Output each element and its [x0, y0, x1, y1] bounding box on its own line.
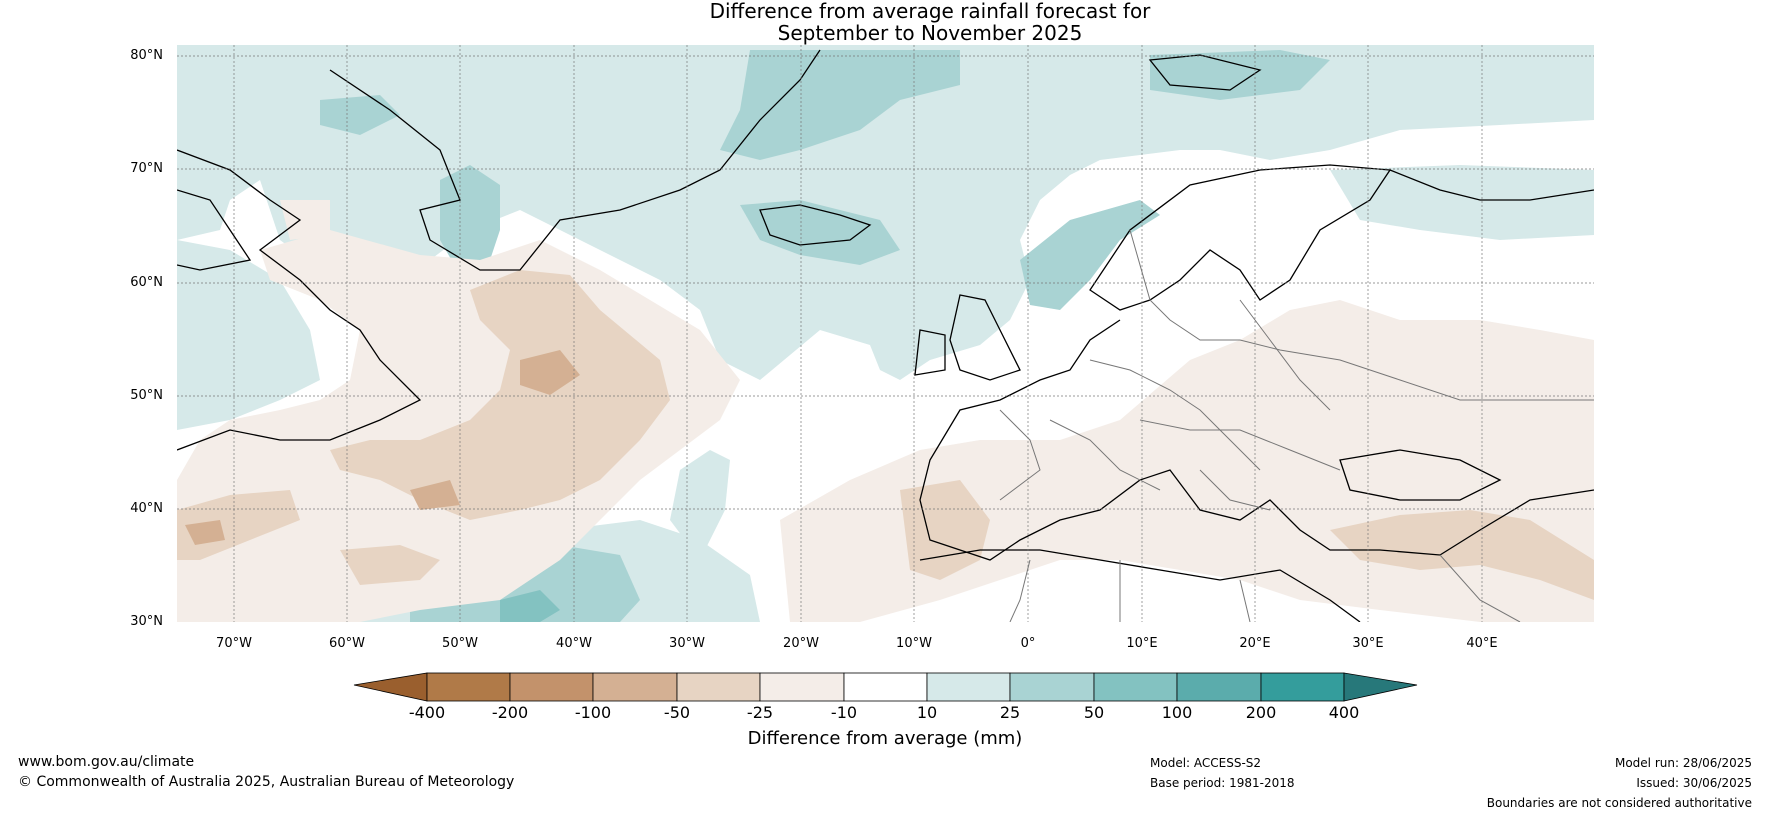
wet-area-east-europe-north: [1330, 165, 1594, 240]
coastlines: [177, 49, 1594, 622]
dry-area-atlantic-south-core: [410, 480, 460, 510]
lon-label-40w: 40°W: [556, 636, 592, 651]
graticule: [177, 45, 1594, 622]
colorbar-title: Difference from average (mm): [747, 728, 1023, 749]
colorbar-tick-8: 25: [999, 703, 1021, 722]
colorbar-bin-5: [759, 672, 845, 702]
lat-label-60n: 60°N: [130, 275, 163, 290]
footer-model-run: Model run: 28/06/2025: [1614, 756, 1752, 770]
colorbar-tick-1: -400: [408, 703, 446, 722]
colorbar-bin-8: [1009, 672, 1095, 702]
greenland-coast: [329, 49, 821, 271]
lon-label-30e: 30°E: [1352, 636, 1384, 651]
europe-coast: [919, 319, 1594, 561]
colorbar-tick-4: -50: [663, 703, 691, 722]
footer-issued: Issued: 30/06/2025: [1636, 776, 1752, 790]
colorbar-tick-11: 200: [1245, 703, 1277, 722]
wet-area-iceland: [740, 200, 900, 265]
dry-area-atlantic-core: [520, 350, 580, 395]
colorbar-tick-12: 400: [1328, 703, 1360, 722]
lon-label-70w: 70°W: [216, 636, 252, 651]
wet-area-azores: [670, 450, 730, 560]
colorbar-extend-low: [353, 672, 428, 702]
wet-area-subtropical-darkest: [500, 590, 560, 622]
lon-label-50w: 50°W: [442, 636, 478, 651]
wet-area-greenland-west: [440, 165, 500, 275]
lon-label-30w: 30°W: [669, 636, 705, 651]
dry-area-turkey: [1330, 510, 1594, 600]
colorbar-bin-1: [426, 672, 511, 702]
wet-area-baffin: [320, 95, 400, 135]
north-africa-coast: [919, 549, 1361, 622]
map-title-line1: Difference from average rainfall forecas…: [709, 0, 1151, 23]
lon-label-20e: 20°E: [1239, 636, 1271, 651]
iceland-coast: [759, 204, 872, 246]
lon-label-10e: 10°E: [1126, 636, 1158, 651]
lon-label-20w: 20°W: [783, 636, 819, 651]
dry-area-atlantic-sw: [340, 545, 440, 585]
wet-area-norway-coast: [1020, 200, 1160, 310]
colorbar-bin-9: [1093, 672, 1178, 702]
rainfall-anomaly-fields: [177, 45, 1594, 622]
colorbar-tick-9: 50: [1083, 703, 1105, 722]
canada-coast: [177, 149, 422, 451]
scandinavia-coast: [1089, 164, 1392, 311]
footer-disclaimer: Boundaries are not considered authoritat…: [1486, 796, 1752, 810]
lat-label-50n: 50°N: [130, 388, 163, 403]
lon-label-40e: 40°E: [1466, 636, 1498, 651]
russia-north-coast: [1389, 169, 1594, 201]
dry-area-iberia: [900, 480, 990, 580]
colorbar-bin-7: [926, 672, 1011, 702]
colorbar-extend-high: [1343, 672, 1418, 702]
lon-label-60w: 60°W: [329, 636, 365, 651]
british-isles-coast: [949, 294, 1021, 381]
wet-area-north-atlantic: [177, 45, 1594, 380]
lon-label-10w: 10°W: [896, 636, 932, 651]
country-borders: [999, 229, 1594, 622]
lon-label-0: 0°: [1020, 636, 1036, 651]
colorbar-tick-2: -200: [491, 703, 529, 722]
wet-area-greenland-sea: [720, 50, 960, 160]
colorbar-bin-11: [1260, 672, 1345, 702]
dry-area-sw-core: [185, 520, 225, 545]
colorbar-bin-3: [592, 672, 678, 702]
lat-label-30n: 30°N: [130, 614, 163, 629]
dry-area-labrador-sea: [280, 200, 330, 240]
colorbar-tick-7: 10: [916, 703, 938, 722]
footer-url[interactable]: www.bom.gov.au/climate: [18, 754, 195, 770]
colorbar-bin-10: [1176, 672, 1262, 702]
footer-base-period: Base period: 1981-2018: [1150, 776, 1295, 790]
ireland-coast: [914, 329, 946, 376]
map-title-line2: September to November 2025: [777, 21, 1083, 45]
black-sea-coast: [1339, 449, 1502, 501]
footer-copyright: © Commonwealth of Australia 2025, Austra…: [18, 774, 515, 790]
colorbar-bin-6: [843, 672, 928, 702]
dry-area-atlantic-mid: [330, 270, 670, 520]
lat-label-70n: 70°N: [130, 161, 163, 176]
footer-model: Model: ACCESS-S2: [1150, 756, 1262, 770]
colorbar-tick-6: -10: [830, 703, 858, 722]
lat-label-40n: 40°N: [130, 501, 163, 516]
lat-label-80n: 80°N: [130, 48, 163, 63]
colorbar: [353, 672, 1418, 702]
colorbar-tick-3: -100: [574, 703, 612, 722]
colorbar-bin-2: [509, 672, 594, 702]
wet-area-labrador: [177, 240, 320, 430]
colorbar-bin-4: [676, 672, 761, 702]
colorbar-tick-5: -25: [746, 703, 774, 722]
colorbar-tick-10: 100: [1161, 703, 1193, 722]
canada-north-coast: [177, 189, 252, 271]
svalbard-coast: [1148, 54, 1262, 91]
